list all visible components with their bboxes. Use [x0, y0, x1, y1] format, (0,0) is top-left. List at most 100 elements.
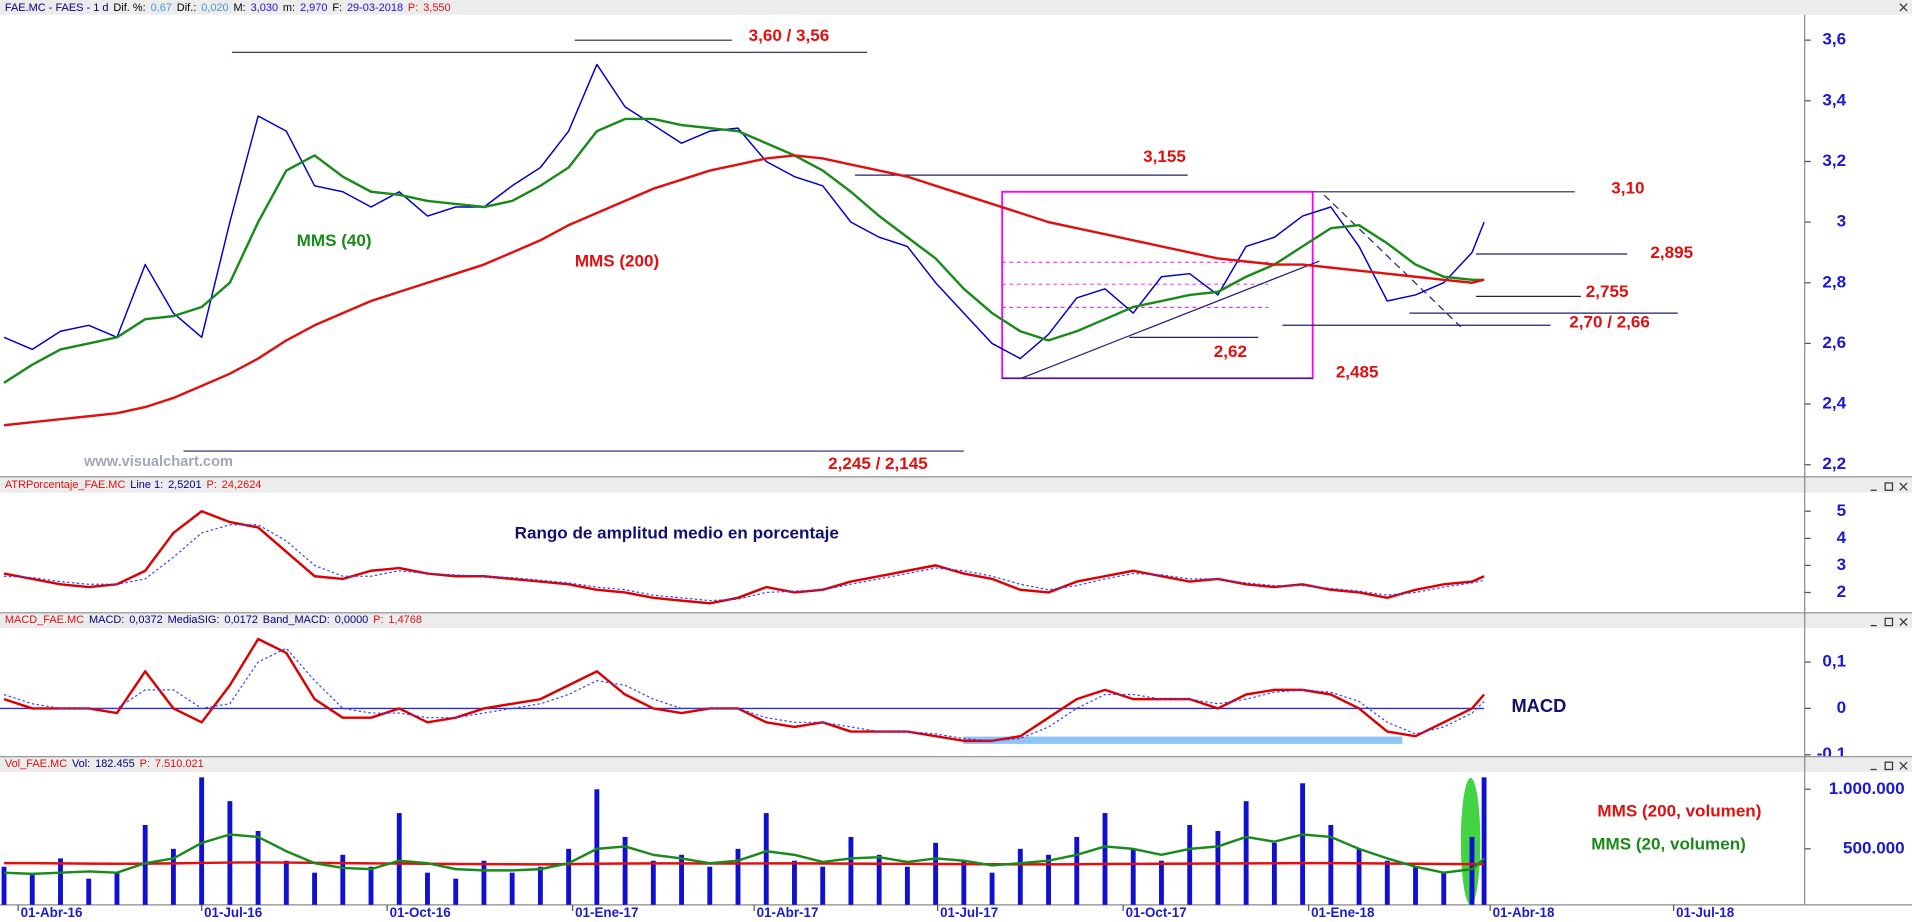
- header-segment: 2,970: [300, 2, 327, 14]
- volume-bar: [453, 878, 459, 905]
- header-segment: Band_MACD:: [263, 614, 330, 626]
- panel-header-bar: [0, 757, 1912, 772]
- volume-bar: [707, 866, 713, 905]
- highlight-band: [963, 736, 1403, 744]
- volume-bar: [1328, 825, 1334, 905]
- volume-bar: [1481, 777, 1487, 905]
- close-button[interactable]: [1899, 3, 1908, 12]
- volume-bar: [1, 866, 7, 905]
- volume-bar: [961, 860, 967, 905]
- y-tick-label: 4: [1837, 528, 1847, 547]
- level-label: 3,155: [1143, 147, 1186, 166]
- maximize-button[interactable]: [1884, 482, 1894, 491]
- volume-bar: [1243, 801, 1249, 905]
- volume-bar: [255, 830, 261, 905]
- x-tick-label: 01-Ene-18: [1311, 905, 1375, 920]
- header-segment: 1,4768: [388, 614, 422, 626]
- y-tick-label: 3,6: [1822, 30, 1846, 49]
- panel-header-bar: [0, 613, 1912, 629]
- volume-bar: [58, 858, 63, 905]
- series-line: [4, 861, 1485, 866]
- header-segment: 3,550: [423, 2, 450, 14]
- header-segment: 0,0172: [224, 614, 258, 626]
- volume-bar: [1017, 848, 1023, 905]
- volume-bar: [283, 860, 289, 905]
- header-segment: ATRPorcentaje_FAE.MC: [5, 479, 126, 491]
- annotation: www.visualchart.com: [83, 454, 233, 470]
- x-tick-label: 01-Jul-18: [1676, 905, 1735, 920]
- panel-borders: [0, 14, 1912, 906]
- volume-bar: [425, 872, 430, 905]
- volume-bar: [679, 854, 684, 905]
- header-segment: MediaSIG:: [168, 614, 220, 626]
- header-segment: MACD_FAE.MC: [5, 614, 84, 626]
- series-label: MMS (200, volumen): [1597, 802, 1761, 821]
- window-buttons: [1870, 3, 1908, 771]
- volume-bar: [763, 813, 769, 905]
- volume-bar: [1441, 872, 1447, 905]
- header-segment: 0,0000: [335, 614, 369, 626]
- header-segment: FAE.MC - FAES - 1 d: [5, 2, 109, 14]
- volume-bar: [368, 866, 374, 905]
- header-segment: 2,5201: [168, 479, 202, 491]
- series-line: [3, 637, 1486, 743]
- y-tick-label: 2,4: [1822, 394, 1846, 413]
- header-segment: 182.455: [95, 758, 135, 770]
- volume-bar: [1187, 825, 1193, 905]
- axis-group: 0,1 0 -0,1: [1804, 652, 1847, 763]
- header-segment: 7.510.021: [155, 758, 204, 770]
- panel-header: FAE.MC - FAES - 1 d Dif. %: 0,67 Dif.: 0,020…: [5, 2, 451, 14]
- volume-bar: [1102, 813, 1108, 905]
- macd-panel: [0, 637, 1486, 744]
- annotation: MACD: [1511, 695, 1566, 716]
- y-tick-label: 2,2: [1822, 454, 1846, 473]
- series-label: MMS (20, volumen): [1591, 835, 1746, 854]
- y-tick-label: -0,1: [1817, 744, 1847, 763]
- volume-bar: [1159, 860, 1164, 905]
- series-line: [3, 117, 1485, 384]
- header-segment: 29-03-2018: [347, 2, 403, 14]
- level-label: 2,755: [1586, 282, 1629, 301]
- maximize-button[interactable]: [1884, 617, 1894, 627]
- volume-bar: [1413, 866, 1418, 905]
- x-tick-label: 01-Jul-17: [940, 905, 998, 920]
- volume-bar: [792, 860, 797, 905]
- price-panel: [3, 39, 1678, 452]
- header-segment: 3,030: [251, 2, 278, 14]
- y-tick-label: 0: [1837, 698, 1847, 717]
- series-label: MMS (200): [575, 252, 659, 271]
- volume-panel: [1, 777, 1487, 905]
- header-segment: P:: [408, 2, 418, 14]
- maximize-button[interactable]: [1884, 761, 1894, 771]
- header-segment: 24,2624: [222, 479, 262, 491]
- close-button[interactable]: [1899, 761, 1908, 770]
- header-segment: MACD:: [89, 614, 124, 626]
- volume-bar: [566, 848, 572, 905]
- x-tick-label: 01-Abr-17: [757, 905, 819, 920]
- level-label: 3,60 / 3,56: [749, 26, 830, 45]
- y-tick-label: 1.000.000: [1829, 779, 1905, 798]
- trend-line: [1021, 260, 1320, 379]
- volume-bar: [199, 777, 205, 905]
- header-segment: M:: [234, 2, 246, 14]
- volume-bar: [594, 789, 600, 905]
- x-tick-label: 01-Abr-18: [1493, 905, 1555, 920]
- volume-bar: [227, 801, 233, 905]
- atr-panel: [3, 510, 1485, 605]
- volume-bar: [1074, 836, 1080, 905]
- close-button[interactable]: [1899, 482, 1908, 491]
- y-tick-label: 5: [1837, 501, 1847, 520]
- header-segment: P:: [140, 758, 150, 770]
- panel-header: Vol_FAE.MC Vol: 182.455 P: 7.510.021: [5, 758, 204, 770]
- x-tick-label: 01-Ene-17: [575, 905, 638, 920]
- header-segment: 0,67: [151, 2, 172, 14]
- header-segment: Dif. %:: [113, 2, 145, 14]
- series-line: [3, 63, 1485, 360]
- level-label: 2,895: [1650, 243, 1693, 262]
- x-tick-label: 01-Jul-16: [204, 905, 262, 920]
- header-segment: P:: [373, 614, 383, 626]
- level-label: 2,485: [1336, 363, 1379, 382]
- close-button[interactable]: [1899, 617, 1908, 627]
- series-line: [3, 647, 1485, 742]
- y-tick-label: 3: [1837, 555, 1847, 574]
